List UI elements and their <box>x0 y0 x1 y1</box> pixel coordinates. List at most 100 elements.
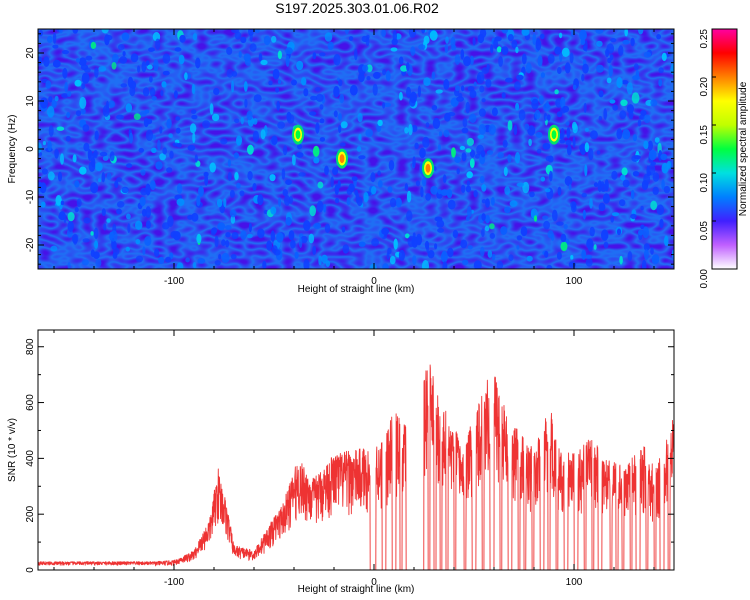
spectrogram-blob <box>236 135 243 145</box>
spectrogram-blob <box>191 212 199 222</box>
spectrogram-blob <box>87 148 92 160</box>
spectrogram-blob <box>76 198 82 208</box>
spectrogram-blob <box>466 137 474 146</box>
spectrogram-blob <box>588 148 594 161</box>
spectrogram-blob <box>78 57 87 66</box>
spectrogram-blob <box>354 48 358 61</box>
spectrogram-blob <box>197 258 206 264</box>
spectrogram-blob <box>74 180 80 188</box>
spectrogram-blob <box>315 122 320 134</box>
spectrogram-blob <box>252 130 259 143</box>
spectrogram-blob <box>90 182 99 194</box>
spectrogram-blob <box>184 72 188 81</box>
spectrogram-blob <box>437 228 445 233</box>
spectrogram-blob <box>393 238 398 250</box>
spectrogram-blob <box>166 167 173 173</box>
spectrogram-blob <box>231 232 239 240</box>
spectrogram-blob <box>432 117 441 129</box>
spectrogram-blob <box>626 82 633 95</box>
y-tick-label: -20 <box>25 237 36 252</box>
spectrogram-blob <box>287 114 295 124</box>
spectrogram-blob <box>543 220 550 230</box>
spectrogram-blob <box>389 256 396 265</box>
spectrogram-blob <box>485 78 492 88</box>
spectrogram-blob <box>459 145 466 151</box>
spectrogram-blob <box>444 44 449 54</box>
spectrogram-blob <box>80 108 86 115</box>
spectrogram-blob <box>377 180 383 188</box>
spectrogram-blob <box>294 251 299 259</box>
spectrogram-blob <box>382 69 387 76</box>
spectrogram-blob <box>47 171 55 181</box>
spectrogram-blob <box>276 100 280 111</box>
spectrogram-blob <box>469 89 477 99</box>
spectrogram-blob <box>93 251 100 259</box>
spectrogram-blob <box>315 93 324 102</box>
spectrogram-blob <box>223 198 227 208</box>
spectrogram-blob <box>450 36 456 48</box>
x-tick-label: 0 <box>371 276 377 287</box>
spectrogram-blob <box>514 152 521 164</box>
spectrogram-blob <box>611 170 618 180</box>
spectrogram-blob <box>581 249 587 260</box>
spectrogram-blob <box>652 172 660 182</box>
spectrogram-blob <box>149 75 153 83</box>
spectrogram-blob <box>247 233 253 239</box>
spectrogram-blob <box>405 233 410 239</box>
spectrogram-blob <box>612 104 618 111</box>
spectrogram-blob <box>83 217 91 224</box>
spectrogram-blob <box>580 38 586 46</box>
spectrogram-blob <box>209 162 216 173</box>
spectrogram-blob <box>640 205 644 211</box>
spectrogram-blob <box>371 238 379 247</box>
spectrogram-blob <box>616 128 623 140</box>
spectrogram-blob <box>633 155 641 160</box>
spectrogram-blob <box>603 108 607 120</box>
spectrogram-blob <box>585 258 593 267</box>
spectrogram-blob <box>420 186 424 198</box>
snr-frame <box>37 329 675 571</box>
spectrogram-blob <box>543 112 548 121</box>
spectrogram-blob <box>338 113 342 121</box>
spectrogram-blob <box>38 30 43 37</box>
spectrogram-blob <box>489 223 495 230</box>
spectrogram-blob <box>515 102 520 111</box>
spectrogram-blob <box>240 117 244 125</box>
spectrogram-blob <box>338 124 342 133</box>
hotspot-core <box>425 163 431 173</box>
spectrogram-blob <box>552 209 558 222</box>
spectrogram-blob <box>526 255 533 262</box>
spectrogram-blob <box>281 168 286 180</box>
spectrogram-blob <box>521 53 527 65</box>
spectrogram-blob <box>282 145 288 156</box>
spectrogram-blob <box>404 127 409 134</box>
spectrogram-blob <box>643 114 651 124</box>
spectrogram-blob <box>93 149 98 159</box>
spectrogram-blob <box>155 38 161 50</box>
spectrogram-blob <box>269 174 276 182</box>
spectrogram-blob <box>619 199 626 207</box>
spectrogram-blob <box>175 116 181 121</box>
spectrogram-blob <box>654 254 660 263</box>
spectrogram-blob <box>257 194 264 206</box>
spectrogram-blob <box>443 79 450 90</box>
spectrogram-blob <box>63 213 67 224</box>
spectrogram-blob <box>95 162 103 172</box>
spectrogram-hotspots <box>292 124 560 179</box>
spectrogram-blob <box>561 47 570 57</box>
spectrogram-blob <box>436 219 445 228</box>
spectrogram-blob <box>62 50 69 55</box>
spectrogram-blob <box>632 134 638 142</box>
spectrogram-blob <box>147 64 153 70</box>
spectrogram-blob <box>220 138 228 145</box>
spectrogram-blob <box>398 56 404 65</box>
spectrogram-blob <box>67 212 75 222</box>
spectrogram-blob <box>408 123 413 136</box>
spectrogram-blob <box>266 240 272 251</box>
spectrogram-blob <box>481 213 486 221</box>
spectrogram-blob <box>423 77 431 86</box>
spectrogram-blob <box>381 227 390 235</box>
spectrogram-blob <box>38 56 43 66</box>
spectrogram-blob <box>90 231 94 236</box>
spectrogram-blob <box>141 61 147 73</box>
